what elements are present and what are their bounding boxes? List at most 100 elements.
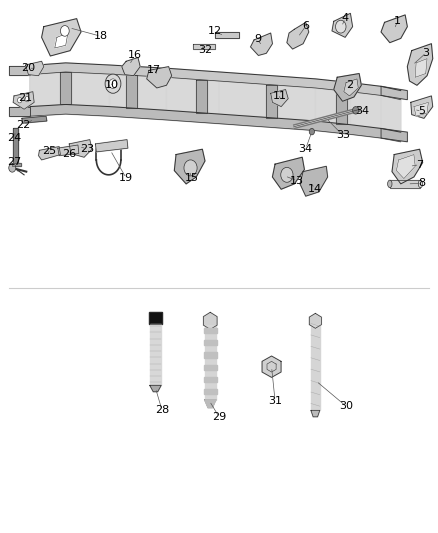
Text: 3: 3: [423, 48, 430, 58]
Circle shape: [9, 164, 16, 172]
Polygon shape: [196, 80, 207, 113]
Polygon shape: [309, 313, 321, 328]
Text: 24: 24: [7, 133, 21, 143]
Text: 4: 4: [342, 13, 349, 23]
Circle shape: [336, 20, 346, 33]
Text: 6: 6: [302, 21, 309, 31]
Polygon shape: [66, 72, 110, 107]
Polygon shape: [287, 22, 309, 49]
Polygon shape: [332, 13, 353, 37]
Polygon shape: [13, 92, 34, 109]
Polygon shape: [12, 163, 21, 166]
Polygon shape: [350, 92, 381, 128]
Polygon shape: [13, 166, 18, 172]
Polygon shape: [204, 389, 217, 394]
Text: 22: 22: [16, 120, 30, 130]
Text: 26: 26: [62, 149, 76, 159]
Text: 14: 14: [307, 184, 321, 193]
Polygon shape: [392, 149, 423, 184]
Text: 31: 31: [268, 396, 282, 406]
Polygon shape: [147, 67, 172, 88]
Circle shape: [25, 96, 29, 102]
Polygon shape: [22, 116, 47, 123]
Polygon shape: [30, 72, 401, 132]
Polygon shape: [271, 90, 288, 107]
Polygon shape: [42, 19, 81, 56]
Polygon shape: [149, 312, 162, 324]
Polygon shape: [205, 400, 216, 408]
Polygon shape: [381, 95, 401, 132]
Polygon shape: [30, 63, 401, 100]
Polygon shape: [30, 72, 66, 107]
Text: 28: 28: [155, 406, 169, 415]
Polygon shape: [381, 128, 407, 142]
Text: 10: 10: [105, 80, 119, 90]
Circle shape: [105, 74, 121, 93]
Polygon shape: [9, 107, 30, 116]
Text: 34: 34: [299, 144, 313, 154]
Polygon shape: [262, 356, 281, 377]
Circle shape: [353, 107, 359, 114]
Text: 5: 5: [418, 107, 425, 116]
Text: 27: 27: [7, 157, 21, 167]
Polygon shape: [204, 377, 217, 382]
Polygon shape: [39, 147, 60, 160]
Polygon shape: [300, 166, 328, 196]
Circle shape: [18, 98, 22, 103]
Text: 34: 34: [356, 107, 370, 116]
Polygon shape: [204, 340, 217, 345]
Polygon shape: [122, 58, 140, 76]
Ellipse shape: [418, 180, 423, 188]
Text: 7: 7: [416, 160, 423, 169]
Polygon shape: [411, 96, 433, 118]
Text: 16: 16: [128, 51, 142, 60]
Polygon shape: [150, 324, 161, 385]
Polygon shape: [204, 352, 217, 358]
Polygon shape: [126, 75, 137, 108]
Polygon shape: [69, 140, 92, 157]
Text: 13: 13: [290, 176, 304, 185]
Text: 18: 18: [94, 31, 108, 41]
Polygon shape: [166, 77, 219, 114]
Circle shape: [281, 167, 293, 182]
Polygon shape: [315, 88, 350, 125]
Text: 9: 9: [254, 35, 261, 44]
Circle shape: [109, 79, 117, 88]
Circle shape: [60, 26, 69, 36]
Text: 25: 25: [42, 147, 56, 156]
Polygon shape: [336, 91, 347, 124]
Polygon shape: [174, 149, 205, 184]
Polygon shape: [272, 85, 315, 121]
Polygon shape: [203, 312, 217, 329]
Polygon shape: [272, 157, 304, 189]
Polygon shape: [407, 44, 433, 85]
Polygon shape: [215, 32, 239, 38]
Polygon shape: [13, 128, 18, 166]
Polygon shape: [311, 324, 320, 410]
Text: 2: 2: [346, 80, 353, 90]
Text: 19: 19: [119, 173, 133, 183]
Polygon shape: [150, 385, 161, 392]
Text: 32: 32: [198, 45, 212, 55]
Text: 23: 23: [80, 144, 94, 154]
Circle shape: [309, 128, 314, 135]
Polygon shape: [266, 85, 277, 118]
Text: 20: 20: [21, 63, 35, 73]
Ellipse shape: [388, 180, 392, 188]
Polygon shape: [60, 72, 71, 104]
Polygon shape: [344, 79, 358, 96]
Polygon shape: [205, 325, 216, 400]
Text: 17: 17: [147, 65, 161, 75]
Text: 33: 33: [336, 131, 350, 140]
Polygon shape: [390, 180, 420, 188]
Text: 12: 12: [208, 27, 222, 36]
Polygon shape: [311, 410, 320, 417]
Polygon shape: [95, 140, 128, 152]
Text: 11: 11: [272, 92, 286, 101]
Text: 8: 8: [418, 179, 425, 188]
Polygon shape: [251, 33, 272, 55]
Polygon shape: [381, 86, 407, 100]
Polygon shape: [55, 33, 68, 48]
Polygon shape: [381, 15, 407, 43]
Polygon shape: [334, 74, 361, 101]
